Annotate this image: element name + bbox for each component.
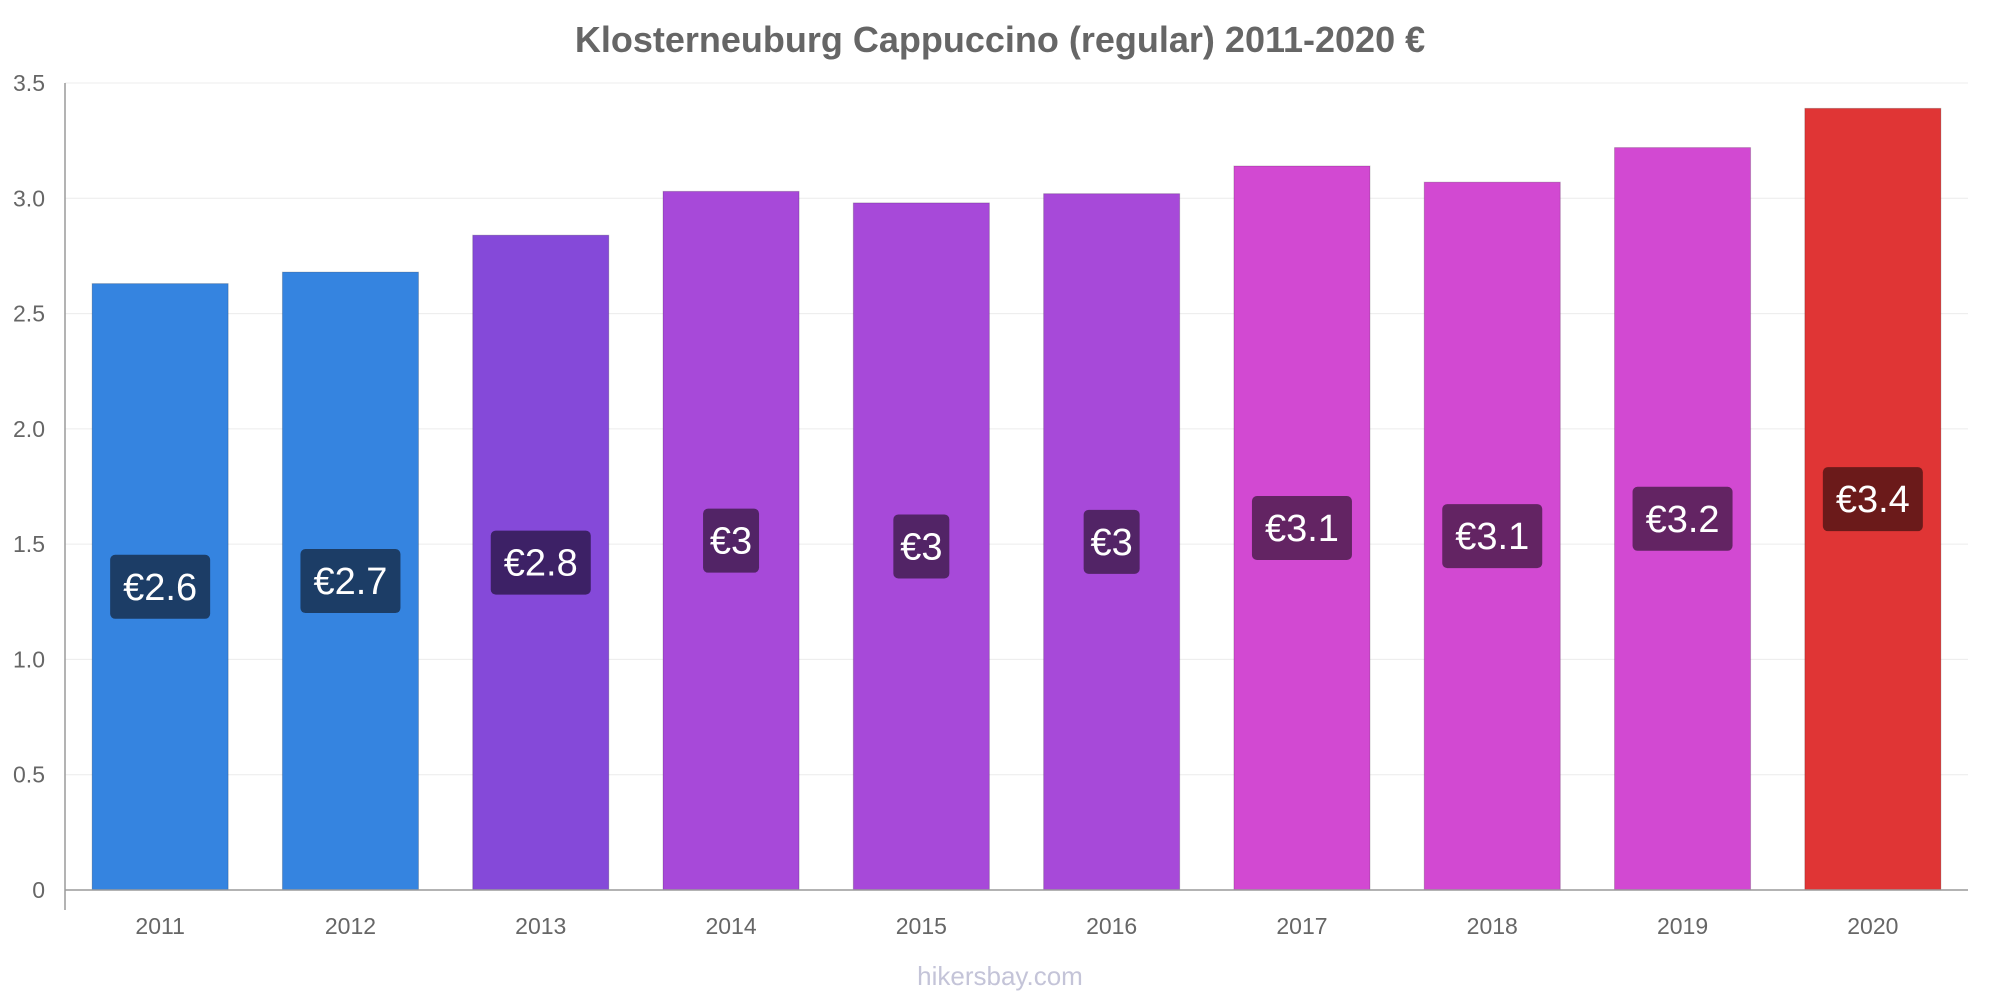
data-label-background xyxy=(300,549,401,614)
axes xyxy=(64,83,1968,910)
data-label-text: €3 xyxy=(900,526,942,568)
x-tick-label: 2011 xyxy=(135,913,184,939)
data-label-background xyxy=(703,508,760,573)
data-label-text: €3 xyxy=(710,521,752,563)
data-label-2017: €3.1 xyxy=(1251,496,1352,561)
data-label-text: €3.4 xyxy=(1836,479,1910,521)
y-tick-label: 3.0 xyxy=(13,185,45,211)
x-tick-label: 2020 xyxy=(1847,913,1898,939)
x-tick-label: 2012 xyxy=(325,913,376,939)
x-tick-label: 2015 xyxy=(896,913,947,939)
y-tick-label: 0 xyxy=(32,877,45,903)
x-tick-label: 2018 xyxy=(1467,913,1518,939)
data-label-2011: €2.6 xyxy=(110,554,211,619)
data-label-background xyxy=(893,514,950,579)
data-label-text: €3.1 xyxy=(1455,516,1529,558)
data-labels: €2.6 €2.7 €2.8 €3 €3 €3 €3.1 €3.1 €3.2 €3.4 xyxy=(110,467,1923,619)
x-tick-label: 2013 xyxy=(515,913,566,939)
x-axis-ticks: 2011 2012 2013 2014 2015 2016 2017 2018 2019 2020 xyxy=(135,913,1898,939)
data-label-background xyxy=(1083,509,1140,574)
data-label-background xyxy=(1442,504,1543,569)
y-tick-label: 2.5 xyxy=(13,301,45,327)
data-label-2019: €3.2 xyxy=(1632,486,1733,551)
data-label-background xyxy=(490,530,591,595)
y-tick-label: 1.0 xyxy=(13,646,45,672)
y-axis-ticks: 0 0.5 1.0 1.5 2.0 2.5 3.0 3.5 xyxy=(13,70,45,903)
data-label-text: €3 xyxy=(1091,522,1133,564)
y-tick-label: 3.5 xyxy=(13,70,45,96)
chart-title: Klosterneuburg Cappuccino (regular) 2011… xyxy=(575,19,1425,60)
data-label-background xyxy=(110,554,211,619)
y-tick-label: 0.5 xyxy=(13,762,45,788)
data-label-2018: €3.1 xyxy=(1442,504,1543,569)
x-tick-label: 2014 xyxy=(705,913,756,939)
x-tick-label: 2019 xyxy=(1657,913,1708,939)
data-label-2015: €3 xyxy=(893,514,950,579)
y-tick-label: 2.0 xyxy=(13,416,45,442)
data-label-2013: €2.8 xyxy=(490,530,591,595)
data-label-text: €3.2 xyxy=(1646,499,1720,541)
data-label-2020: €3.4 xyxy=(1822,467,1923,532)
data-label-text: €2.8 xyxy=(504,543,578,585)
watermark: hikersbay.com xyxy=(917,961,1083,991)
data-label-2012: €2.7 xyxy=(300,549,401,614)
y-tick-label: 1.5 xyxy=(13,531,45,557)
data-label-text: €2.7 xyxy=(313,561,387,603)
x-tick-label: 2016 xyxy=(1086,913,1137,939)
data-label-background xyxy=(1251,496,1352,561)
data-label-background xyxy=(1822,467,1923,532)
data-label-2014: €3 xyxy=(703,508,760,573)
data-label-2016: €3 xyxy=(1083,509,1140,574)
data-label-text: €3.1 xyxy=(1265,508,1339,550)
data-label-background xyxy=(1632,486,1733,551)
data-label-text: €2.6 xyxy=(123,567,197,609)
x-tick-label: 2017 xyxy=(1276,913,1327,939)
